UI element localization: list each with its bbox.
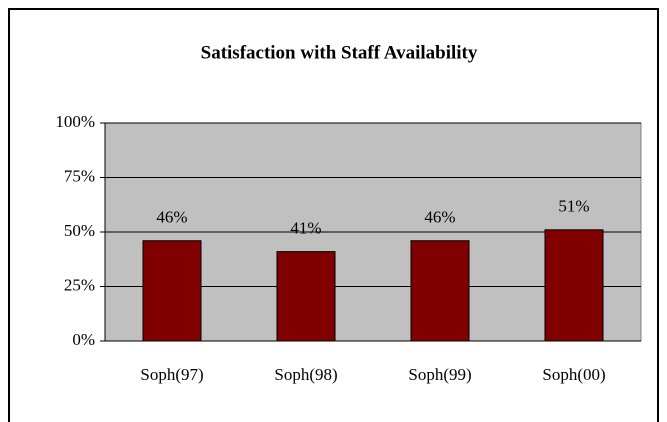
data-label: 46% <box>424 208 455 227</box>
y-tick-label: 25% <box>64 275 95 294</box>
bar <box>410 240 470 342</box>
x-tick-label: Soph(97) <box>140 365 203 384</box>
chart-title: Satisfaction with Staff Availability <box>201 42 478 63</box>
x-tick-label: Soph(99) <box>408 365 471 384</box>
y-tick-label: 100% <box>55 112 95 131</box>
y-tick-label: 50% <box>64 221 95 240</box>
bar <box>276 251 336 342</box>
x-tick-label: Soph(98) <box>274 365 337 384</box>
data-label: 41% <box>290 219 321 238</box>
bar <box>142 240 202 342</box>
y-tick-label: 75% <box>64 166 95 185</box>
x-tick-label: Soph(00) <box>542 365 605 384</box>
bar <box>544 229 604 342</box>
y-tick-label: 0% <box>72 330 95 349</box>
data-label: 51% <box>558 197 589 216</box>
data-label: 46% <box>156 208 187 227</box>
chart-border <box>8 8 659 422</box>
